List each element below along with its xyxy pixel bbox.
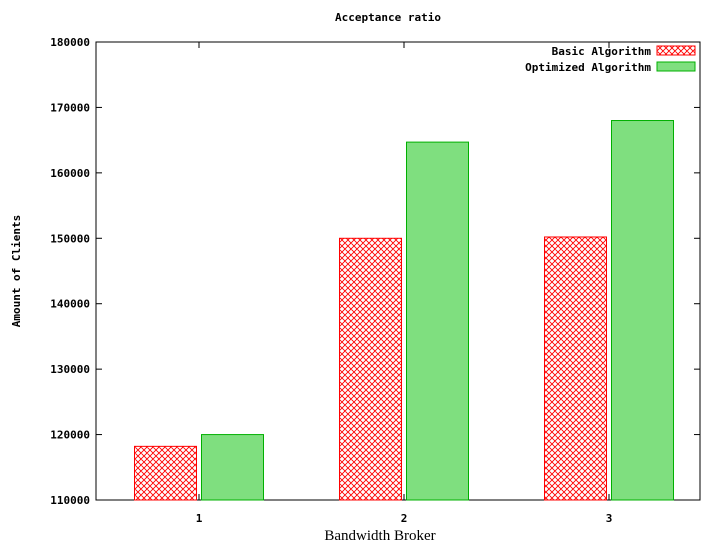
y-tick-label: 110000	[50, 494, 90, 507]
bar-basic-algorithm-1	[134, 445, 197, 501]
y-tick-label: 180000	[50, 36, 90, 49]
y-tick-label: 140000	[50, 298, 90, 311]
y-tick-label: 170000	[50, 101, 90, 114]
y-tick-label: 130000	[50, 363, 90, 376]
x-axis-label: Bandwidth Broker	[324, 528, 435, 544]
bar-basic-algorithm-3	[544, 236, 607, 501]
bar-optimized-algorithm-3	[611, 120, 674, 501]
legend-label: Optimized Algorithm	[525, 61, 651, 74]
y-tick-label: 160000	[50, 167, 90, 180]
x-tick-label: 3	[606, 512, 613, 525]
y-axis: 110000 120000 130000 140000 150000 160000 1700…	[50, 36, 700, 507]
bar-basic-algorithm-2	[339, 237, 402, 501]
x-tick-label: 2	[401, 512, 408, 525]
legend: Basic Algorithm Optimized Algorithm	[525, 45, 696, 74]
chart-title: Acceptance ratio	[335, 11, 441, 24]
x-axis: 1 2 3	[196, 42, 613, 525]
bars	[134, 120, 674, 501]
bar-optimized-algorithm-1	[201, 434, 264, 501]
y-axis-label: Amount of Clients	[10, 215, 23, 328]
legend-swatch	[656, 61, 696, 72]
y-tick-label: 150000	[50, 232, 90, 245]
y-tick-label: 120000	[50, 429, 90, 442]
legend-label: Basic Algorithm	[552, 45, 652, 58]
legend-swatch	[656, 45, 696, 56]
x-tick-label: 1	[196, 512, 203, 525]
bar-optimized-algorithm-2	[406, 141, 469, 501]
